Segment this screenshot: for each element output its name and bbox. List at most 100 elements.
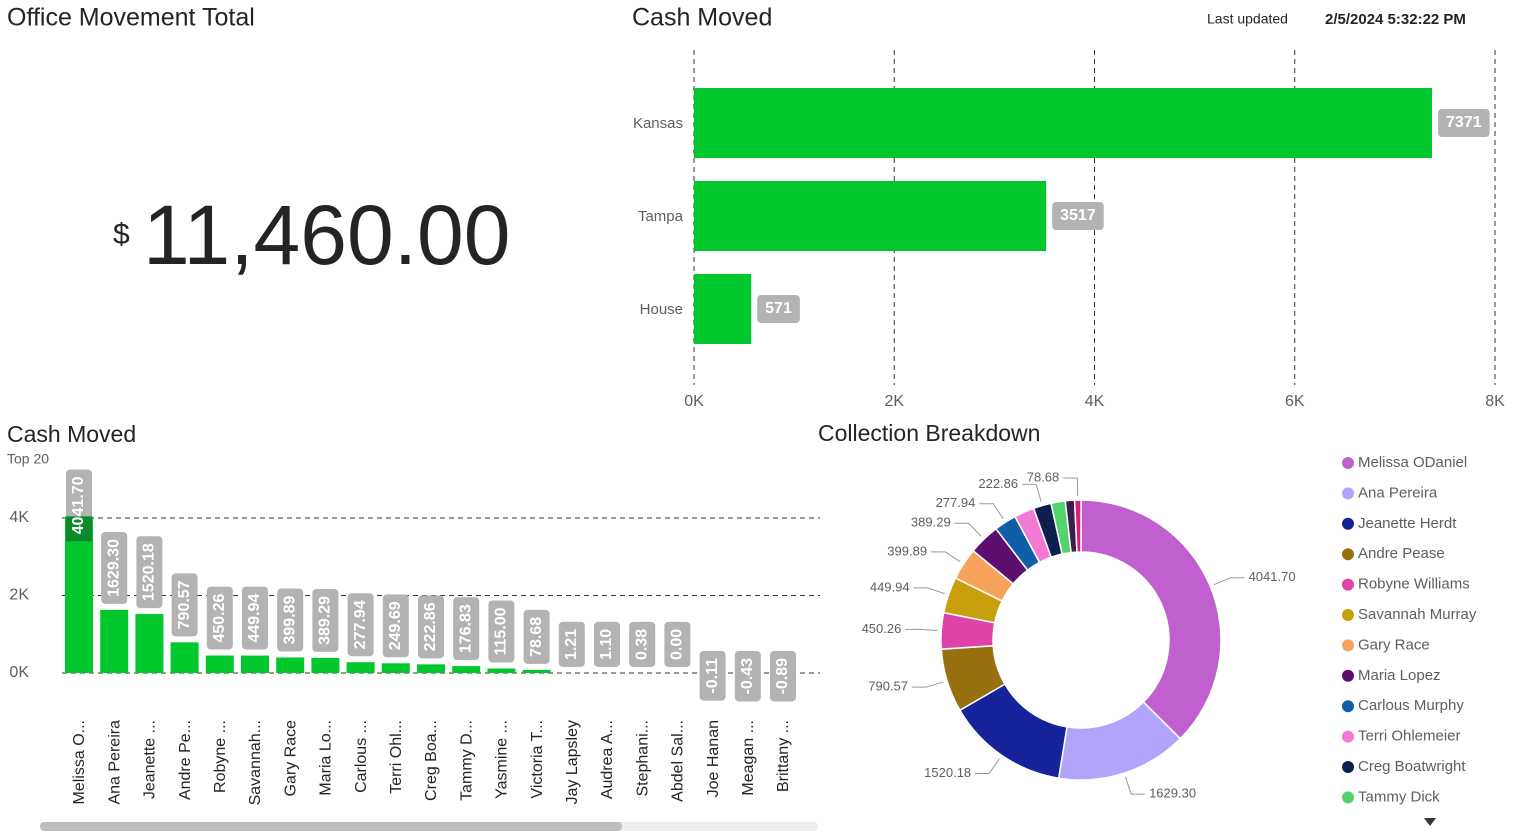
- legend-swatch: [1342, 578, 1354, 591]
- data-label-box: [418, 595, 444, 659]
- bar: [170, 642, 199, 673]
- x-tick-label: Melissa O...: [71, 720, 88, 804]
- bar: [135, 614, 164, 673]
- leader-line: [912, 681, 944, 688]
- data-label-box: [136, 536, 163, 609]
- data-label-box: [1052, 202, 1104, 230]
- legend-swatch: [1342, 517, 1354, 530]
- x-tick-label: 8K: [1485, 393, 1505, 410]
- legend-swatch: [1342, 548, 1354, 561]
- legend-swatch: [1342, 609, 1354, 621]
- legend-swatch: [1342, 639, 1354, 652]
- data-label-box: [312, 588, 339, 652]
- x-tick-label: 2K: [884, 393, 904, 410]
- leader-line: [1125, 776, 1146, 795]
- data-label: 222.86: [422, 602, 439, 651]
- data-label-box: [453, 597, 480, 661]
- data-label: 389.29: [317, 596, 334, 645]
- data-label-box: [770, 650, 796, 702]
- bar: [205, 655, 234, 673]
- data-label-box: [664, 621, 691, 667]
- data-label-box: [699, 650, 726, 701]
- legend-entry: Tammy Dick: [1358, 788, 1440, 805]
- y-tick-label: 0K: [9, 664, 29, 681]
- data-label: 1520.18: [141, 543, 158, 601]
- data-label-box: [558, 621, 585, 667]
- y-tick-label: Kansas: [633, 115, 683, 132]
- x-tick-label: Tammy D...: [458, 720, 475, 801]
- legend-entry: Gary Race: [1358, 636, 1430, 653]
- x-tick-label: Abdel Sal...: [670, 720, 687, 802]
- x-tick-label: Terri Ohl...: [388, 720, 405, 794]
- x-tick-label: Savannah...: [247, 720, 264, 805]
- data-label: 7371: [1446, 114, 1482, 131]
- scrollbar-thumb[interactable]: [40, 822, 622, 831]
- data-label: 790.57: [176, 580, 193, 629]
- legend-entry: Maria Lopez: [1358, 667, 1441, 684]
- card-title: Office Movement Total: [7, 4, 255, 32]
- leader-line: [905, 628, 938, 632]
- data-label-box: [629, 621, 656, 667]
- data-label: 449.94: [246, 594, 263, 643]
- legend-entry: Melissa ODaniel: [1358, 454, 1467, 471]
- slice-label: 399.89: [887, 543, 927, 558]
- legend-swatch: [1342, 730, 1354, 743]
- x-tick-label: Joe Hanan: [705, 720, 722, 797]
- chart-subtitle: Top 20: [7, 451, 49, 467]
- legend-entry: Carlous Murphy: [1358, 697, 1464, 714]
- leader-line: [913, 587, 945, 595]
- data-label-box: [1438, 109, 1490, 137]
- data-label: 450.26: [211, 593, 228, 642]
- x-tick-label: 0K: [684, 393, 704, 410]
- leader-line: [954, 522, 982, 537]
- bar: [276, 657, 305, 673]
- legend-entry: Creg Boatwright: [1358, 758, 1466, 775]
- data-label: -0.43: [739, 658, 756, 695]
- card-value: 11,460.00: [143, 188, 510, 282]
- x-tick-label: Jeanette ...: [142, 720, 159, 799]
- data-label-box: [523, 609, 550, 664]
- data-label-box: [488, 600, 515, 663]
- data-label-box: [171, 573, 198, 637]
- legend-entry: Savannah Murray: [1358, 606, 1477, 623]
- data-label-box: [757, 295, 800, 323]
- data-label: 571: [765, 300, 792, 317]
- bar: [522, 669, 551, 673]
- bar: [346, 662, 375, 673]
- data-label-box: [382, 594, 409, 658]
- legend-swatch: [1342, 669, 1354, 682]
- y-tick-label: 2K: [9, 587, 29, 604]
- pie-slice: [1073, 499, 1082, 553]
- y-tick-label: House: [640, 301, 683, 318]
- data-label-box: [206, 586, 233, 650]
- data-label: -0.11: [704, 658, 721, 694]
- slice-label: 450.26: [862, 621, 902, 636]
- x-tick-label: Audrea A...: [599, 720, 616, 799]
- data-label: 0.38: [633, 629, 650, 660]
- legend-swatch: [1342, 700, 1354, 713]
- pie-slice: [1080, 499, 1222, 740]
- leader-line: [931, 551, 961, 563]
- legend-scroll-arrow[interactable]: [1424, 818, 1436, 826]
- x-tick-label: Ana Pereira: [106, 720, 123, 805]
- x-tick-label: 4K: [1085, 393, 1105, 410]
- bar: [694, 88, 1433, 158]
- bar: [417, 664, 445, 673]
- slice-label: 78.68: [1027, 469, 1060, 484]
- data-label-box: [242, 586, 268, 650]
- data-label-box: [734, 650, 761, 702]
- bar: [241, 655, 269, 673]
- x-tick-label: Meagan ...: [740, 720, 757, 796]
- legend-entry: Terri Ohlemeier: [1358, 728, 1461, 745]
- x-tick-label: Creg Boa...: [423, 720, 440, 801]
- data-label: 176.83: [457, 604, 474, 653]
- slice-label: 222.86: [978, 476, 1018, 491]
- leader-line: [1213, 577, 1245, 586]
- data-label: 4041.70: [70, 476, 87, 534]
- legend-entry: Robyne Williams: [1358, 576, 1470, 593]
- data-label: 78.68: [528, 617, 545, 657]
- data-label: -0.89: [774, 658, 791, 695]
- last-updated-value: 2/5/2024 5:32:22 PM: [1325, 11, 1466, 28]
- leader-line: [975, 758, 1000, 774]
- leader-line: [1022, 483, 1042, 502]
